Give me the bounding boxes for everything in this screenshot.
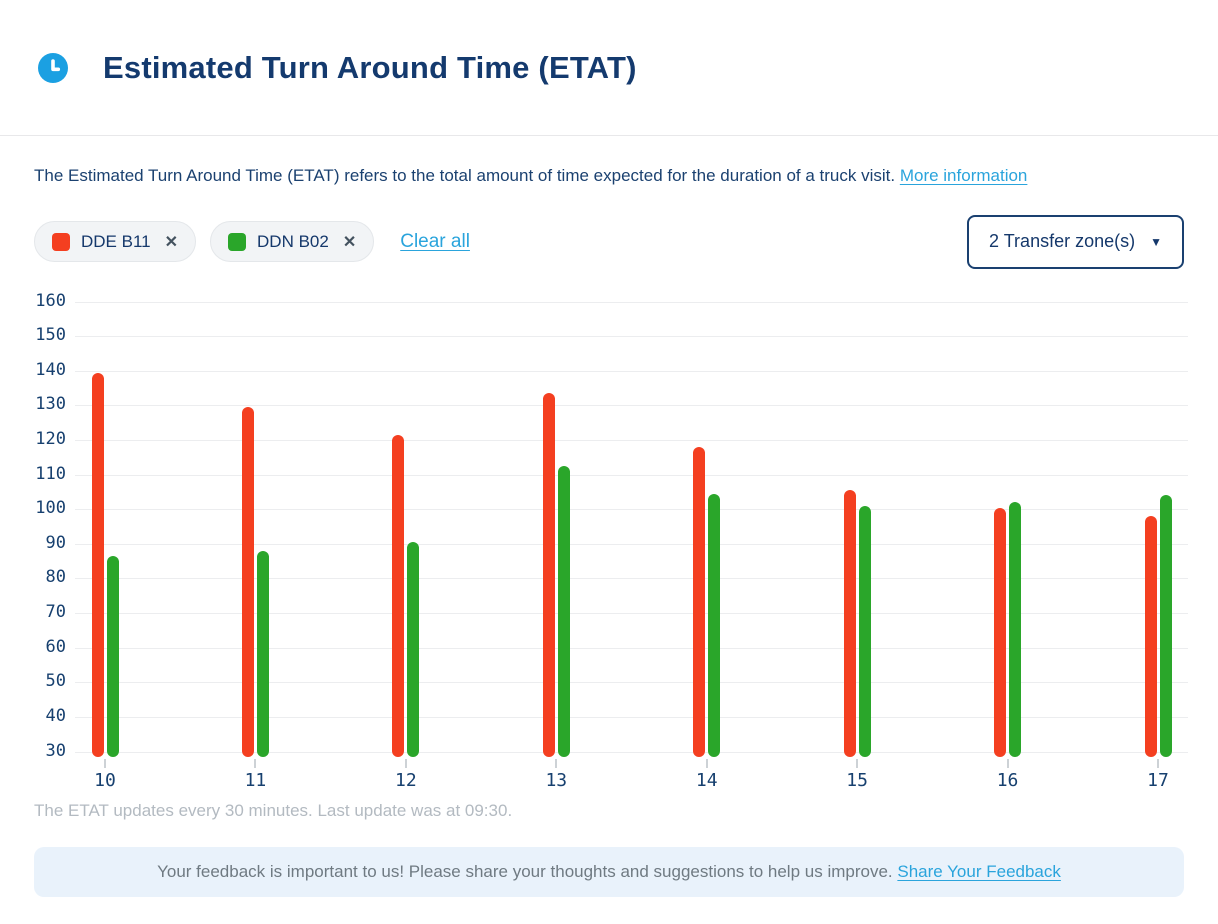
y-axis-tick-label: 80 [45, 567, 66, 588]
feedback-banner: Your feedback is important to us! Please… [34, 846, 1184, 897]
etat-bar-chart: 30 40 50 60 70 80 90 100 110 120 130 140 150 160 10 11 1… [0, 290, 1218, 801]
x-axis-tick-mark [254, 758, 257, 768]
filter-chip-dde-b11[interactable]: DDE B11 ✕ [34, 221, 197, 263]
filter-chip-ddn-b02[interactable]: DDN B02 ✕ [210, 221, 375, 263]
transfer-zone-dropdown-label: 2 Transfer zone(s) [989, 231, 1136, 252]
grid-line [75, 509, 1188, 511]
y-axis-tick-label: 40 [45, 705, 66, 726]
filter-chips-group: DDE B11 ✕ DDN B02 ✕ Clear all [34, 221, 470, 263]
y-axis-tick-label: 130 [35, 394, 66, 415]
main-content: The Estimated Turn Around Time (ETAT) re… [0, 162, 1218, 897]
grid-line [75, 751, 1188, 753]
bar-ddn-b02-hour-12[interactable] [407, 542, 420, 757]
series-color-swatch [228, 232, 247, 251]
x-axis-tick-mark [104, 758, 106, 768]
x-axis-tick-label: 13 [545, 769, 568, 791]
bar-dde-b11-hour-12[interactable] [392, 434, 405, 757]
x-axis-tick-mark [555, 758, 558, 768]
y-axis-tick-label: 140 [35, 359, 66, 380]
bar-dde-b11-hour-11[interactable] [241, 407, 254, 757]
x-axis-tick-mark [856, 758, 859, 768]
x-axis-tick-mark [1157, 758, 1159, 768]
description: The Estimated Turn Around Time (ETAT) re… [34, 162, 1134, 189]
grid-line [75, 543, 1188, 545]
more-information-link[interactable]: More information [899, 165, 1028, 185]
bar-dde-b11-hour-16[interactable] [994, 507, 1007, 757]
bar-dde-b11-hour-17[interactable] [1144, 516, 1157, 757]
grid-line [75, 405, 1188, 407]
grid-line [75, 370, 1188, 372]
grid-line [75, 682, 1188, 684]
chart-footnote: The ETAT updates every 30 minutes. Last … [34, 800, 513, 820]
bar-ddn-b02-hour-10[interactable] [106, 555, 119, 757]
close-icon[interactable]: ✕ [342, 233, 357, 251]
y-axis-tick-label: 50 [45, 671, 66, 692]
x-axis-tick-label: 17 [1147, 769, 1169, 791]
bar-ddn-b02-hour-11[interactable] [256, 550, 269, 757]
grid-line [75, 439, 1188, 441]
bar-ddn-b02-hour-17[interactable] [1159, 495, 1172, 757]
y-axis-tick-label: 110 [35, 463, 66, 484]
bar-ddn-b02-hour-13[interactable] [557, 465, 570, 757]
page-header: Estimated Turn Around Time (ETAT) [0, 0, 1218, 135]
transfer-zone-dropdown[interactable]: 2 Transfer zone(s) ▼ [967, 214, 1184, 269]
filter-row: DDE B11 ✕ DDN B02 ✕ Clear all 2 Transfer… [34, 214, 1184, 269]
x-axis-tick-mark [705, 758, 708, 768]
grid-line [75, 301, 1188, 303]
x-axis-tick-mark [404, 758, 407, 768]
grid-line [75, 474, 1188, 476]
bar-dde-b11-hour-13[interactable] [542, 393, 555, 757]
bar-dde-b11-hour-14[interactable] [693, 446, 706, 757]
y-axis-tick-label: 70 [45, 602, 66, 623]
filter-chip-label: DDN B02 [257, 231, 329, 251]
series-color-swatch [52, 232, 70, 251]
y-axis-tick-label: 150 [35, 325, 66, 346]
y-axis-tick-label: 90 [45, 532, 66, 553]
bar-ddn-b02-hour-14[interactable] [708, 493, 721, 757]
grid-line [75, 613, 1188, 615]
x-axis-tick-label: 10 [94, 769, 116, 791]
grid-line [75, 716, 1188, 718]
x-axis-tick-mark [1006, 758, 1009, 768]
y-axis-tick-label: 120 [35, 428, 66, 449]
x-axis-tick-label: 11 [244, 769, 267, 791]
bar-dde-b11-hour-15[interactable] [843, 490, 856, 757]
header-divider [0, 134, 1218, 136]
x-axis-tick-label: 12 [395, 769, 417, 791]
clear-all-link[interactable]: Clear all [400, 230, 470, 252]
filter-chip-label: DDE B11 [81, 231, 151, 251]
grid-line [75, 336, 1188, 338]
share-feedback-link[interactable]: Share Your Feedback [897, 861, 1061, 881]
feedback-text: Your feedback is important to us! Please… [157, 861, 893, 881]
close-icon[interactable]: ✕ [164, 233, 179, 251]
y-axis-tick-label: 160 [35, 290, 66, 311]
clock-icon [38, 52, 68, 83]
y-axis-tick-label: 100 [35, 498, 66, 519]
y-axis-tick-label: 30 [45, 740, 66, 761]
description-text: The Estimated Turn Around Time (ETAT) re… [34, 165, 896, 185]
chart-plot-area [75, 301, 1188, 768]
bar-dde-b11-hour-10[interactable] [91, 372, 104, 757]
bar-ddn-b02-hour-16[interactable] [1009, 502, 1022, 757]
grid-line [75, 578, 1188, 580]
x-axis-tick-label: 15 [846, 769, 868, 791]
grid-line [75, 647, 1188, 649]
x-axis-tick-label: 14 [695, 769, 718, 791]
chevron-down-icon: ▼ [1150, 234, 1162, 249]
x-axis-tick-label: 16 [996, 769, 1019, 791]
page-title: Estimated Turn Around Time (ETAT) [103, 49, 637, 85]
bar-ddn-b02-hour-15[interactable] [858, 505, 871, 757]
y-axis-tick-label: 60 [45, 636, 66, 657]
